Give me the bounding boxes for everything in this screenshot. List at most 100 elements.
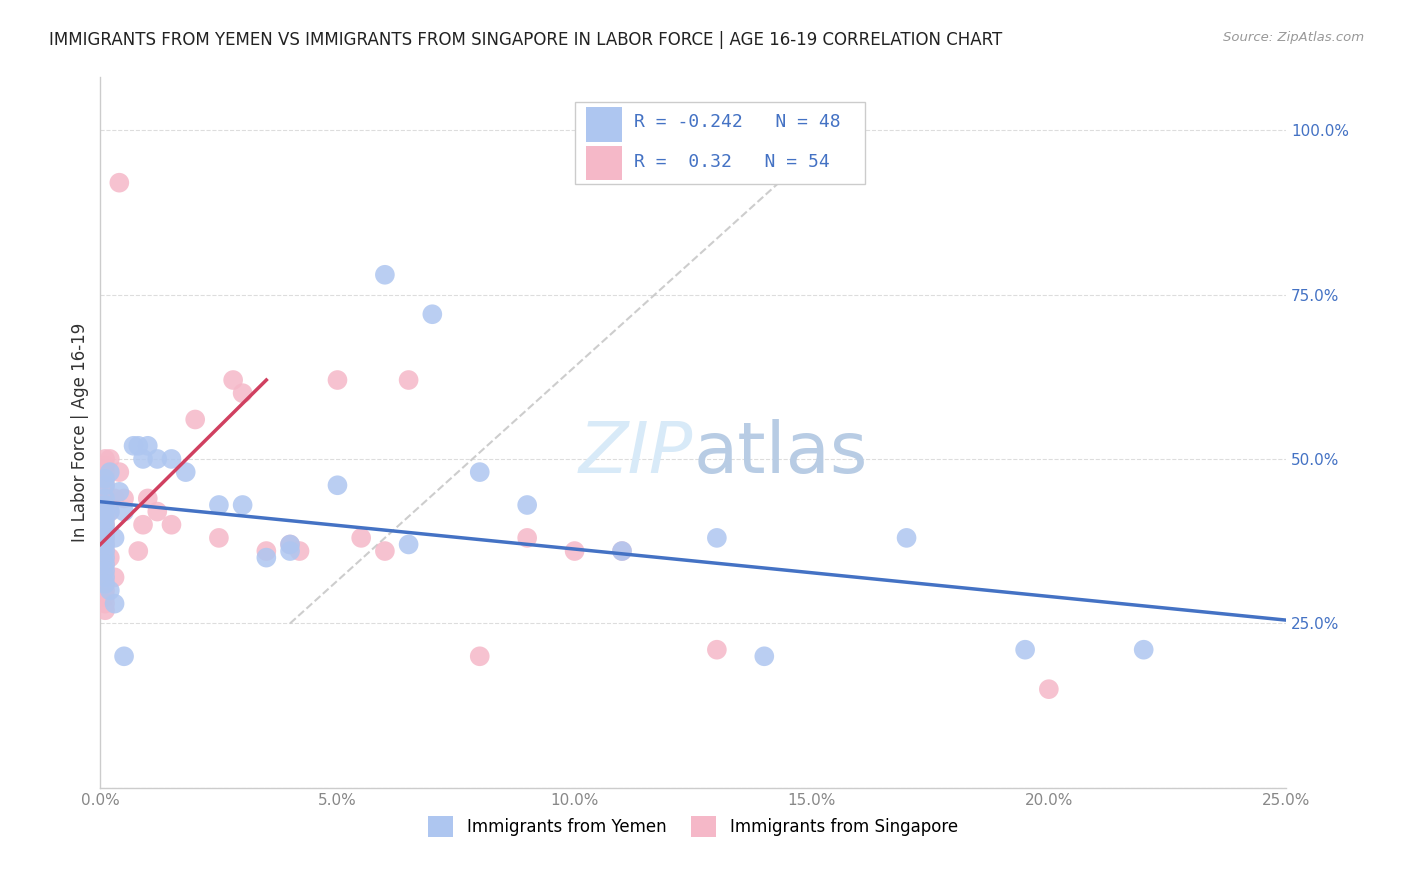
Point bbox=[1014, 642, 1036, 657]
Point bbox=[94, 597, 117, 611]
Text: atlas: atlas bbox=[693, 419, 868, 489]
Point bbox=[98, 452, 121, 467]
Point bbox=[94, 498, 117, 512]
FancyBboxPatch shape bbox=[586, 107, 621, 142]
Point bbox=[278, 537, 301, 551]
Point bbox=[896, 531, 918, 545]
Point bbox=[398, 537, 420, 551]
Point bbox=[94, 558, 117, 572]
Point bbox=[94, 558, 117, 572]
Text: R = -0.242   N = 48: R = -0.242 N = 48 bbox=[634, 113, 841, 131]
Point bbox=[468, 465, 491, 479]
Point bbox=[254, 544, 277, 558]
Point bbox=[564, 544, 586, 558]
Point bbox=[94, 570, 117, 584]
Point bbox=[94, 491, 117, 506]
Point bbox=[94, 478, 117, 492]
Point bbox=[146, 505, 169, 519]
Point bbox=[754, 649, 776, 664]
Point bbox=[94, 491, 117, 506]
Point bbox=[94, 583, 117, 598]
Point bbox=[136, 439, 159, 453]
Point bbox=[146, 452, 169, 467]
Point bbox=[132, 517, 155, 532]
Point bbox=[94, 517, 117, 532]
Point bbox=[374, 544, 396, 558]
Point bbox=[610, 544, 633, 558]
Point bbox=[94, 458, 117, 473]
Point bbox=[94, 550, 117, 565]
Point bbox=[94, 564, 117, 578]
Point bbox=[112, 505, 135, 519]
Point bbox=[160, 517, 183, 532]
Point bbox=[132, 452, 155, 467]
Point bbox=[94, 577, 117, 591]
Point bbox=[94, 472, 117, 486]
Point bbox=[94, 590, 117, 604]
Point bbox=[94, 570, 117, 584]
Point bbox=[160, 452, 183, 467]
Point bbox=[94, 484, 117, 499]
Point bbox=[254, 550, 277, 565]
Point bbox=[112, 491, 135, 506]
Point bbox=[706, 531, 728, 545]
Point bbox=[1132, 642, 1154, 657]
Point bbox=[103, 597, 125, 611]
Point bbox=[108, 176, 131, 190]
Point bbox=[108, 465, 131, 479]
FancyBboxPatch shape bbox=[575, 103, 865, 184]
Point bbox=[98, 465, 121, 479]
Point bbox=[98, 505, 121, 519]
Point bbox=[516, 498, 538, 512]
Point bbox=[516, 531, 538, 545]
Point bbox=[610, 544, 633, 558]
Point bbox=[94, 603, 117, 617]
Point bbox=[127, 439, 149, 453]
Point bbox=[398, 373, 420, 387]
Point bbox=[94, 517, 117, 532]
Point bbox=[94, 531, 117, 545]
Point bbox=[184, 412, 207, 426]
Point bbox=[94, 577, 117, 591]
Point bbox=[94, 537, 117, 551]
Point bbox=[222, 373, 245, 387]
Y-axis label: In Labor Force | Age 16-19: In Labor Force | Age 16-19 bbox=[72, 323, 89, 542]
Point bbox=[94, 465, 117, 479]
Point bbox=[94, 524, 117, 539]
Text: Source: ZipAtlas.com: Source: ZipAtlas.com bbox=[1223, 31, 1364, 45]
Point bbox=[174, 465, 197, 479]
Point bbox=[288, 544, 311, 558]
Point bbox=[103, 491, 125, 506]
Point bbox=[112, 649, 135, 664]
Point bbox=[94, 524, 117, 539]
Point bbox=[94, 544, 117, 558]
Point bbox=[232, 498, 254, 512]
Point bbox=[326, 373, 349, 387]
Point bbox=[208, 498, 231, 512]
Point bbox=[98, 505, 121, 519]
Text: ZIP: ZIP bbox=[579, 419, 693, 489]
Point bbox=[350, 531, 373, 545]
Point bbox=[94, 505, 117, 519]
Point bbox=[94, 472, 117, 486]
Point bbox=[468, 649, 491, 664]
Point bbox=[94, 511, 117, 525]
Point bbox=[278, 544, 301, 558]
Text: R =  0.32   N = 54: R = 0.32 N = 54 bbox=[634, 153, 830, 171]
Legend: Immigrants from Yemen, Immigrants from Singapore: Immigrants from Yemen, Immigrants from S… bbox=[422, 810, 965, 844]
FancyBboxPatch shape bbox=[586, 145, 621, 180]
Point bbox=[420, 307, 443, 321]
Text: IMMIGRANTS FROM YEMEN VS IMMIGRANTS FROM SINGAPORE IN LABOR FORCE | AGE 16-19 CO: IMMIGRANTS FROM YEMEN VS IMMIGRANTS FROM… bbox=[49, 31, 1002, 49]
Point bbox=[278, 537, 301, 551]
Point bbox=[94, 505, 117, 519]
Point bbox=[98, 550, 121, 565]
Point bbox=[94, 537, 117, 551]
Point bbox=[94, 564, 117, 578]
Point bbox=[127, 544, 149, 558]
Point bbox=[94, 550, 117, 565]
Point bbox=[706, 642, 728, 657]
Point bbox=[94, 531, 117, 545]
Point bbox=[122, 439, 145, 453]
Point bbox=[326, 478, 349, 492]
Point bbox=[1038, 682, 1060, 697]
